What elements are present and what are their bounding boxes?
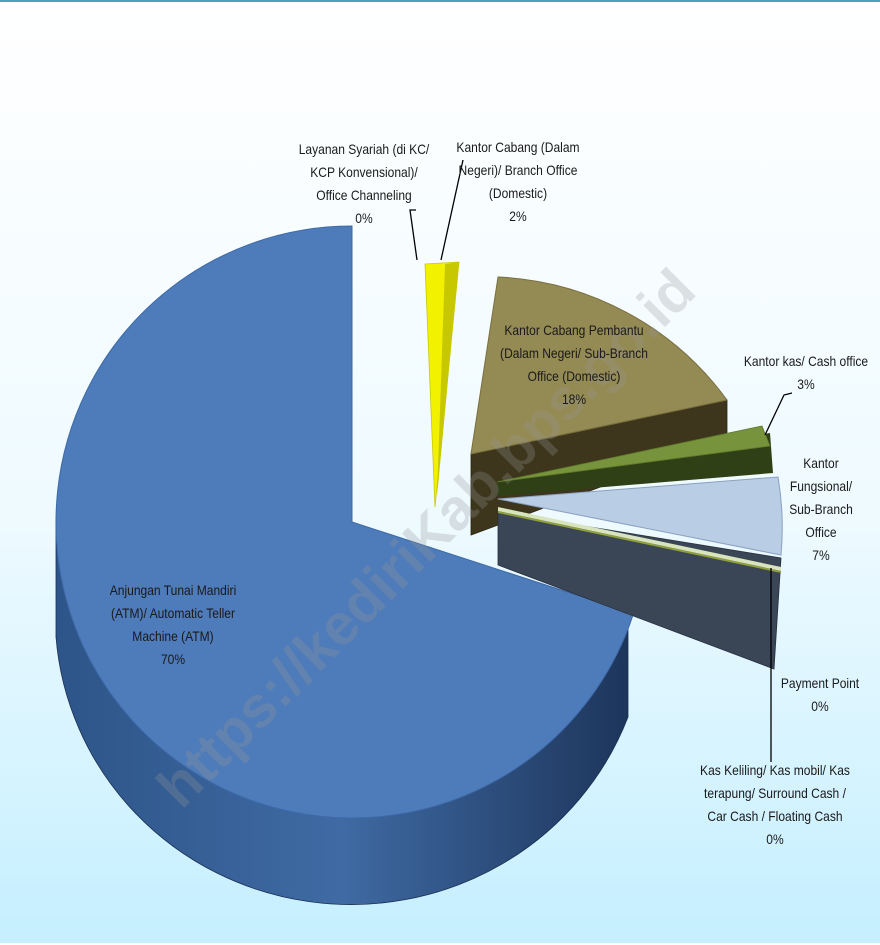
data-label-line: Office (Domestic) [527,368,621,384]
data-label-percent: 0% [811,698,829,714]
data-label-percent: 70% [160,651,186,667]
data-label-percent: 3% [797,376,815,392]
data-label-line: (Dalam Negeri/ Sub-Branch [500,345,648,361]
data-label-line: Office Channeling [316,187,412,203]
slice-side-fungsional [497,511,782,670]
data-label-line: terapung/ Surround Cash / [704,785,846,801]
data-label-7: Kas Keliling/ Kas mobil/ Kas terapung/ Su… [646,759,880,851]
data-label-percent: 2% [509,208,527,224]
data-label-line: Kantor [803,455,839,471]
data-label-0: Anjungan Tunai Mandiri (ATM)/ Automatic T… [44,579,302,671]
slice-kcp [470,276,728,455]
data-label-line: (ATM)/ Automatic Teller [110,605,236,621]
slice-kantor-kas [496,425,771,483]
data-label-3: Kantor Cabang Pembantu (Dalam Negeri/ Sub… [445,319,703,411]
data-label-line: Anjungan Tunai Mandiri [109,582,237,598]
data-label-line: Car Cash / Floating Cash [707,808,843,824]
slice-kas-keliling [498,511,781,573]
slice-fungsional [497,476,783,556]
slice-side-kantor-cabang [437,262,459,497]
data-label-2: Kantor Cabang (Dalam Negeri)/ Branch Offi… [389,136,647,228]
data-label-line: Kantor Cabang Pembantu [504,322,644,338]
data-label-line: Payment Point [780,675,860,691]
data-label-line: Negeri)/ Branch Office [458,162,578,178]
slice-payment-point [498,507,781,571]
slices-layer [55,225,783,905]
leader-line-layanan-syariah [409,209,418,261]
data-label-1: Layanan Syariah (di KC/KCP Konvensional)… [235,138,493,230]
leader-line-kantor-kas [764,392,793,436]
data-label-line: Layanan Syariah (di KC/ [298,141,430,157]
data-label-line: Kas Keliling/ Kas mobil/ Kas [700,762,850,778]
data-label-line: Fungsional/ [789,478,853,494]
data-label-5: Kantor Fungsional/Sub-Branch Office 7% [692,452,880,567]
data-label-line: Kantor Cabang (Dalam [456,139,580,155]
data-label-line: KCP Konvensional)/ [310,164,418,180]
data-label-line: Sub-Branch [789,501,853,517]
data-label-percent: 7% [812,547,830,563]
leader-line-kantor-cabang [440,159,464,261]
data-label-line: Machine (ATM) [132,628,214,644]
data-label-4: Kantor kas/ Cash office 3% [677,350,880,396]
data-label-percent: 18% [561,391,587,407]
data-label-percent: 0% [355,210,373,226]
data-label-6: Payment Point 0% [691,672,880,718]
slice-atm [55,225,635,819]
data-label-percent: 0% [766,831,784,847]
data-label-line: (Domestic) [488,185,548,201]
data-label-line: Kantor kas/ Cash office [743,353,869,369]
data-label-line: Office [805,524,837,540]
leader-lines [409,159,793,762]
